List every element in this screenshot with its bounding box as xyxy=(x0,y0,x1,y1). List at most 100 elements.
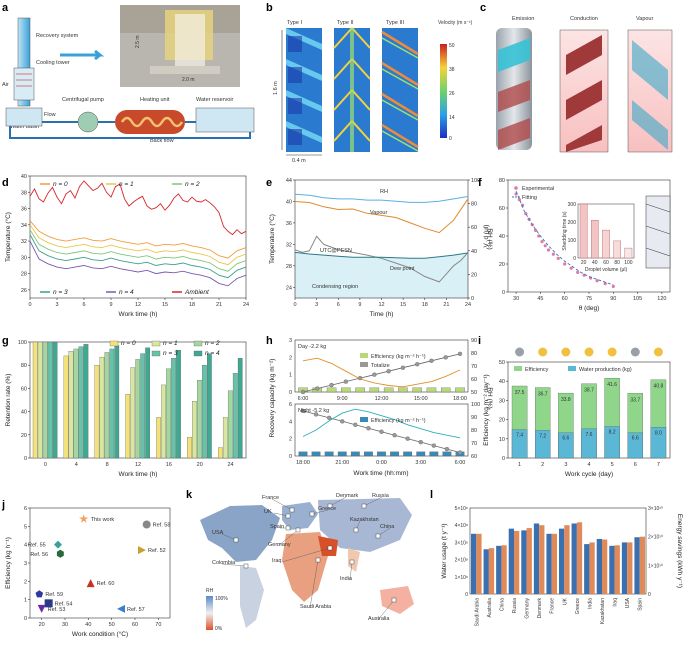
legend-label: Efficiency (kg m⁻² h⁻¹) xyxy=(371,418,426,424)
energy-savings-bar xyxy=(627,542,633,594)
y-tick-label: 28 xyxy=(286,264,292,270)
x-tick-label: 40 xyxy=(85,622,91,628)
water-usage-bar xyxy=(609,545,615,594)
y-tick-label: 26 xyxy=(21,288,27,294)
y-tick-label: 50 xyxy=(499,360,505,366)
energy-savings-bar xyxy=(488,548,495,594)
plot-frame xyxy=(294,339,469,393)
totalize-point xyxy=(443,355,448,360)
x-tick-label: 4 xyxy=(75,462,78,468)
y-tick-label: 0 xyxy=(24,456,27,462)
totalize-point xyxy=(327,415,332,421)
bar xyxy=(47,341,53,459)
y2-tick-label: 0 xyxy=(648,592,651,598)
efficiency-bar xyxy=(429,451,439,457)
legend-swatch xyxy=(360,362,368,367)
efficiency-bar xyxy=(364,451,373,457)
data-point xyxy=(563,262,567,266)
y-tick-label: 1 xyxy=(24,598,27,604)
efficiency-bar xyxy=(350,451,360,457)
y-tick-label: 6 xyxy=(289,402,292,408)
energy-savings-bar xyxy=(614,545,620,594)
efficiency-bar xyxy=(383,387,394,393)
water-value: 7.2 xyxy=(539,433,546,439)
rh-lo: 0% xyxy=(215,626,223,632)
weather-icon xyxy=(630,347,640,357)
bar xyxy=(78,346,84,459)
ref-point xyxy=(44,599,53,608)
totalize-point xyxy=(429,358,434,363)
energy-savings-bar xyxy=(476,533,482,594)
inset-x-tick: 60 xyxy=(603,260,609,266)
ref-label: Ref. 52 xyxy=(148,548,166,554)
y-tick-label: 4×10⁸ xyxy=(455,523,468,529)
inset-bar xyxy=(579,203,588,259)
data-point xyxy=(540,240,544,244)
bar xyxy=(32,341,38,459)
ref-point xyxy=(142,520,151,529)
vapour-title: Vapour xyxy=(636,16,653,22)
efficiency-value: 41.6 xyxy=(607,382,617,388)
y2-tick-label: 80 xyxy=(471,428,477,434)
legend-label: Ambient xyxy=(184,289,210,296)
energy-savings-bar xyxy=(602,539,608,594)
y-axis-label: Water usage (t y⁻¹) xyxy=(441,523,448,578)
x-axis-label: Work time (h) xyxy=(119,311,158,318)
x-tick-label: 15 xyxy=(400,302,406,308)
y-tick-label: 40 xyxy=(21,410,27,416)
efficiency-bar xyxy=(377,451,386,457)
weather-icon xyxy=(584,347,594,357)
efficiency-bar xyxy=(412,387,422,393)
x-tick-label: 0 xyxy=(44,462,47,468)
y-tick-label: 2 xyxy=(289,437,292,443)
x-tick-label: 16 xyxy=(166,462,172,468)
water-usage-bar xyxy=(571,523,577,594)
legend-label: Fitting xyxy=(522,195,537,201)
legend-swatch xyxy=(109,340,119,347)
water-value: 6.6 xyxy=(562,436,569,442)
legend-swatch xyxy=(151,350,161,357)
inset-y-tick: 300 xyxy=(568,202,577,208)
bar xyxy=(73,348,79,459)
efficiency-bar xyxy=(403,451,413,457)
water-value: 7.4 xyxy=(516,433,523,439)
efficiency-bar xyxy=(440,387,451,393)
chart-j: j 0 1 2 3 4 5 6 20 30 40 50 60 70 Work condition (°C) E… xyxy=(1,499,170,638)
x-tick-label: Germany xyxy=(525,598,531,619)
ref-point xyxy=(56,549,64,558)
water-value: 8.0 xyxy=(655,430,662,436)
x-tick-label: 12:00 xyxy=(375,396,389,402)
data-point xyxy=(556,256,560,260)
totalize-point xyxy=(379,429,384,434)
x-tick-label: 6 xyxy=(634,462,637,468)
x-tick-label: 12 xyxy=(135,302,141,308)
bar xyxy=(207,353,212,459)
y-tick-label: 30 xyxy=(21,255,27,261)
ref-label: Ref. 55 xyxy=(28,543,46,549)
y-tick-label: 38 xyxy=(21,190,27,196)
panel-j-letter: j xyxy=(1,499,5,511)
bar xyxy=(114,345,120,459)
series-line xyxy=(29,220,247,259)
plot-frame xyxy=(469,507,647,595)
x-tick-label: 60 xyxy=(562,296,568,302)
energy-savings-bar xyxy=(526,528,532,594)
legend-label: n = 0 xyxy=(53,181,68,188)
panel-k: k RH 100% 0% France Denmark Russia UK Greece… xyxy=(186,488,418,640)
efficiency-bar xyxy=(324,451,334,457)
series-line xyxy=(29,224,247,266)
ref-label: Ref. 60 xyxy=(97,581,115,587)
x-tick-label: 21:00 xyxy=(335,460,349,466)
bar xyxy=(109,348,115,459)
country-marker xyxy=(233,537,239,543)
bar xyxy=(192,401,197,459)
photo-height-label: 2.5 m xyxy=(135,35,141,48)
bar xyxy=(145,347,150,459)
panel-h-letter: h xyxy=(266,335,273,347)
photo-width-label: 2.0 m xyxy=(182,77,195,83)
heating-label: Heating unit xyxy=(140,97,170,103)
country-marker xyxy=(243,563,249,569)
x-tick-label: Saudi Arabia xyxy=(474,598,480,627)
bar xyxy=(130,367,136,459)
